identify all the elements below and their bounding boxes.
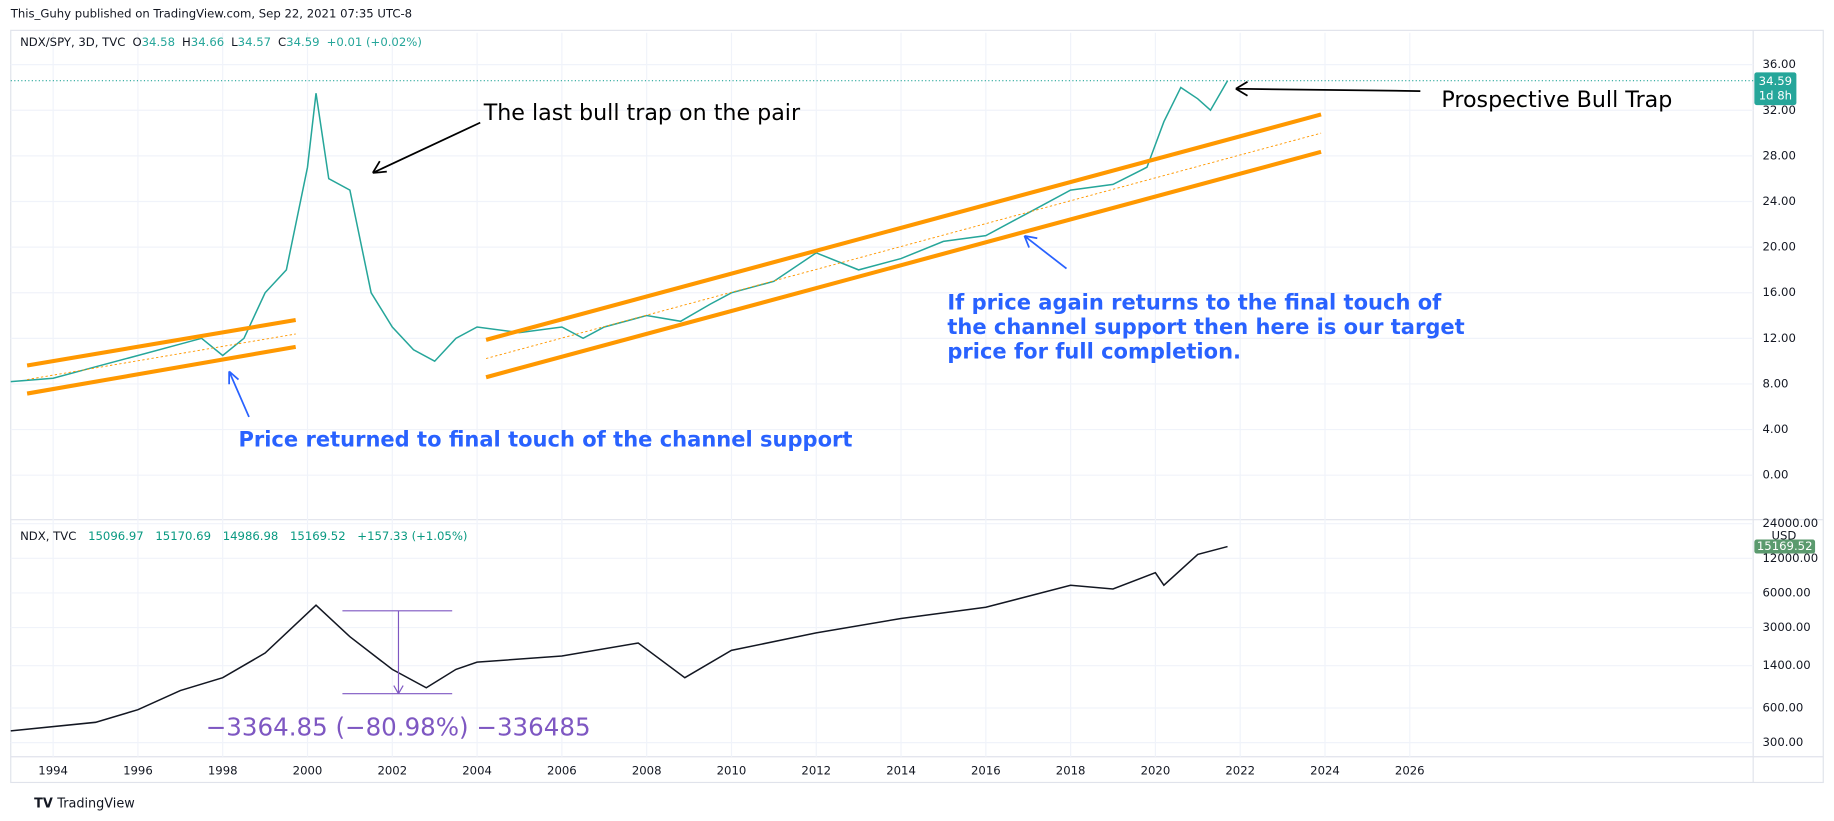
y-tick-label: 3000.00 — [1763, 620, 1811, 634]
annotation: the channel support then here is our tar… — [947, 314, 1464, 339]
x-tick-label: 2004 — [462, 763, 492, 777]
last-price: 15169.52 — [1757, 539, 1813, 553]
open: 34.58 — [142, 35, 175, 49]
high: 34.66 — [191, 35, 224, 49]
close: 15169.52 — [290, 529, 346, 543]
y-tick-label: 300.00 — [1763, 735, 1804, 749]
high: 15170.69 — [155, 529, 211, 543]
annotation: Prospective Bull Trap — [1441, 87, 1672, 113]
y-tick-label: 36.00 — [1763, 57, 1796, 71]
x-tick-label: 2022 — [1225, 763, 1255, 777]
y-tick-label: 6000.00 — [1763, 585, 1811, 599]
x-tick-label: 2008 — [632, 763, 662, 777]
y-tick-label: 20.00 — [1763, 240, 1796, 254]
channel-mid — [27, 333, 296, 381]
channel-lower — [26, 344, 297, 396]
x-tick-label: 2006 — [547, 763, 577, 777]
last-price-box — [1754, 72, 1797, 106]
x-tick-label: 1994 — [38, 763, 68, 777]
x-tick-label: 2000 — [293, 763, 323, 777]
c-label: C — [278, 35, 286, 49]
currency: USD — [1771, 529, 1796, 543]
arrow — [372, 121, 481, 174]
change: +157.33 (+1.05%) — [357, 529, 467, 543]
annotation: Price returned to final touch of the cha… — [238, 426, 852, 451]
x-tick-label: 2020 — [1141, 763, 1171, 777]
arrow — [1235, 80, 1421, 97]
symbol: NDX, TVC — [20, 529, 76, 543]
y-tick-label: 0.00 — [1763, 468, 1789, 482]
x-tick-label: 2012 — [801, 763, 831, 777]
l-label: L — [231, 35, 238, 49]
measure-label: −3364.85 (−80.98%) −336485 — [206, 713, 591, 742]
y-tick-label: 600.00 — [1763, 700, 1804, 714]
channel-mid — [485, 132, 1322, 359]
y-tick-label: 24000.00 — [1763, 516, 1819, 530]
x-tick-label: 2026 — [1395, 763, 1425, 777]
last-price: 34.59 — [1759, 74, 1792, 88]
channels — [26, 112, 1322, 396]
annotation: price for full completion. — [947, 339, 1241, 364]
arrows — [228, 80, 1421, 695]
arrow — [228, 370, 250, 418]
annotation: If price again returns to the final touc… — [947, 290, 1442, 315]
y-tick-label: 12.00 — [1763, 331, 1796, 345]
y-tick-label: 4.00 — [1763, 422, 1789, 436]
y-tick-label: 1400.00 — [1763, 658, 1811, 672]
y-tick-label: 32.00 — [1763, 103, 1796, 117]
x-tick-label: 1998 — [208, 763, 238, 777]
x-tick-label: 2018 — [1056, 763, 1086, 777]
o-label: O — [132, 35, 141, 49]
x-tick-label: 1996 — [123, 763, 153, 777]
low: 34.57 — [238, 35, 271, 49]
y-tick-label: 24.00 — [1763, 194, 1796, 208]
price-line — [10, 545, 1228, 732]
brand: TradingView — [56, 796, 135, 811]
legend: NDX, TVC 15096.97 15170.69 14986.98 15169.52… — [20, 529, 467, 543]
channel-lower — [485, 149, 1322, 380]
x-tick-label: 2010 — [717, 763, 747, 777]
y-tick-label: 8.00 — [1763, 376, 1789, 390]
symbol: NDX/SPY, 3D, TVC — [20, 35, 125, 49]
publish-info: This_Guhy published on TradingView.com, … — [10, 7, 412, 21]
channel-upper — [485, 112, 1322, 342]
arrow — [1023, 235, 1068, 270]
legend: NDX/SPY, 3D, TVC O34.58 H34.66 L34.57 C34.59… — [20, 35, 422, 49]
plot — [10, 32, 1754, 757]
channel-upper — [26, 317, 297, 368]
x-tick-label: 2016 — [971, 763, 1001, 777]
annotation: The last bull trap on the pair — [483, 100, 801, 126]
close: 34.59 — [286, 35, 319, 49]
x-tick-label: 2024 — [1310, 763, 1340, 777]
y-tick-label: 28.00 — [1763, 148, 1796, 162]
low: 14986.98 — [223, 529, 279, 543]
price-line — [10, 80, 1229, 383]
footer-logo: TV TradingView — [34, 796, 135, 811]
logo-mark: TV — [34, 796, 57, 811]
y-tick-label: 12000.00 — [1763, 551, 1819, 565]
h-label: H — [182, 35, 191, 49]
frame — [10, 29, 1824, 784]
countdown: 1d 8h — [1759, 88, 1792, 102]
y-tick-label: 16.00 — [1763, 285, 1796, 299]
last-price-box — [1754, 539, 1816, 554]
change: +0.01 (+0.02%) — [327, 35, 422, 49]
x-tick-label: 2002 — [377, 763, 407, 777]
open: 15096.97 — [88, 529, 144, 543]
measure-tool — [342, 610, 453, 695]
x-tick-label: 2014 — [886, 763, 916, 777]
